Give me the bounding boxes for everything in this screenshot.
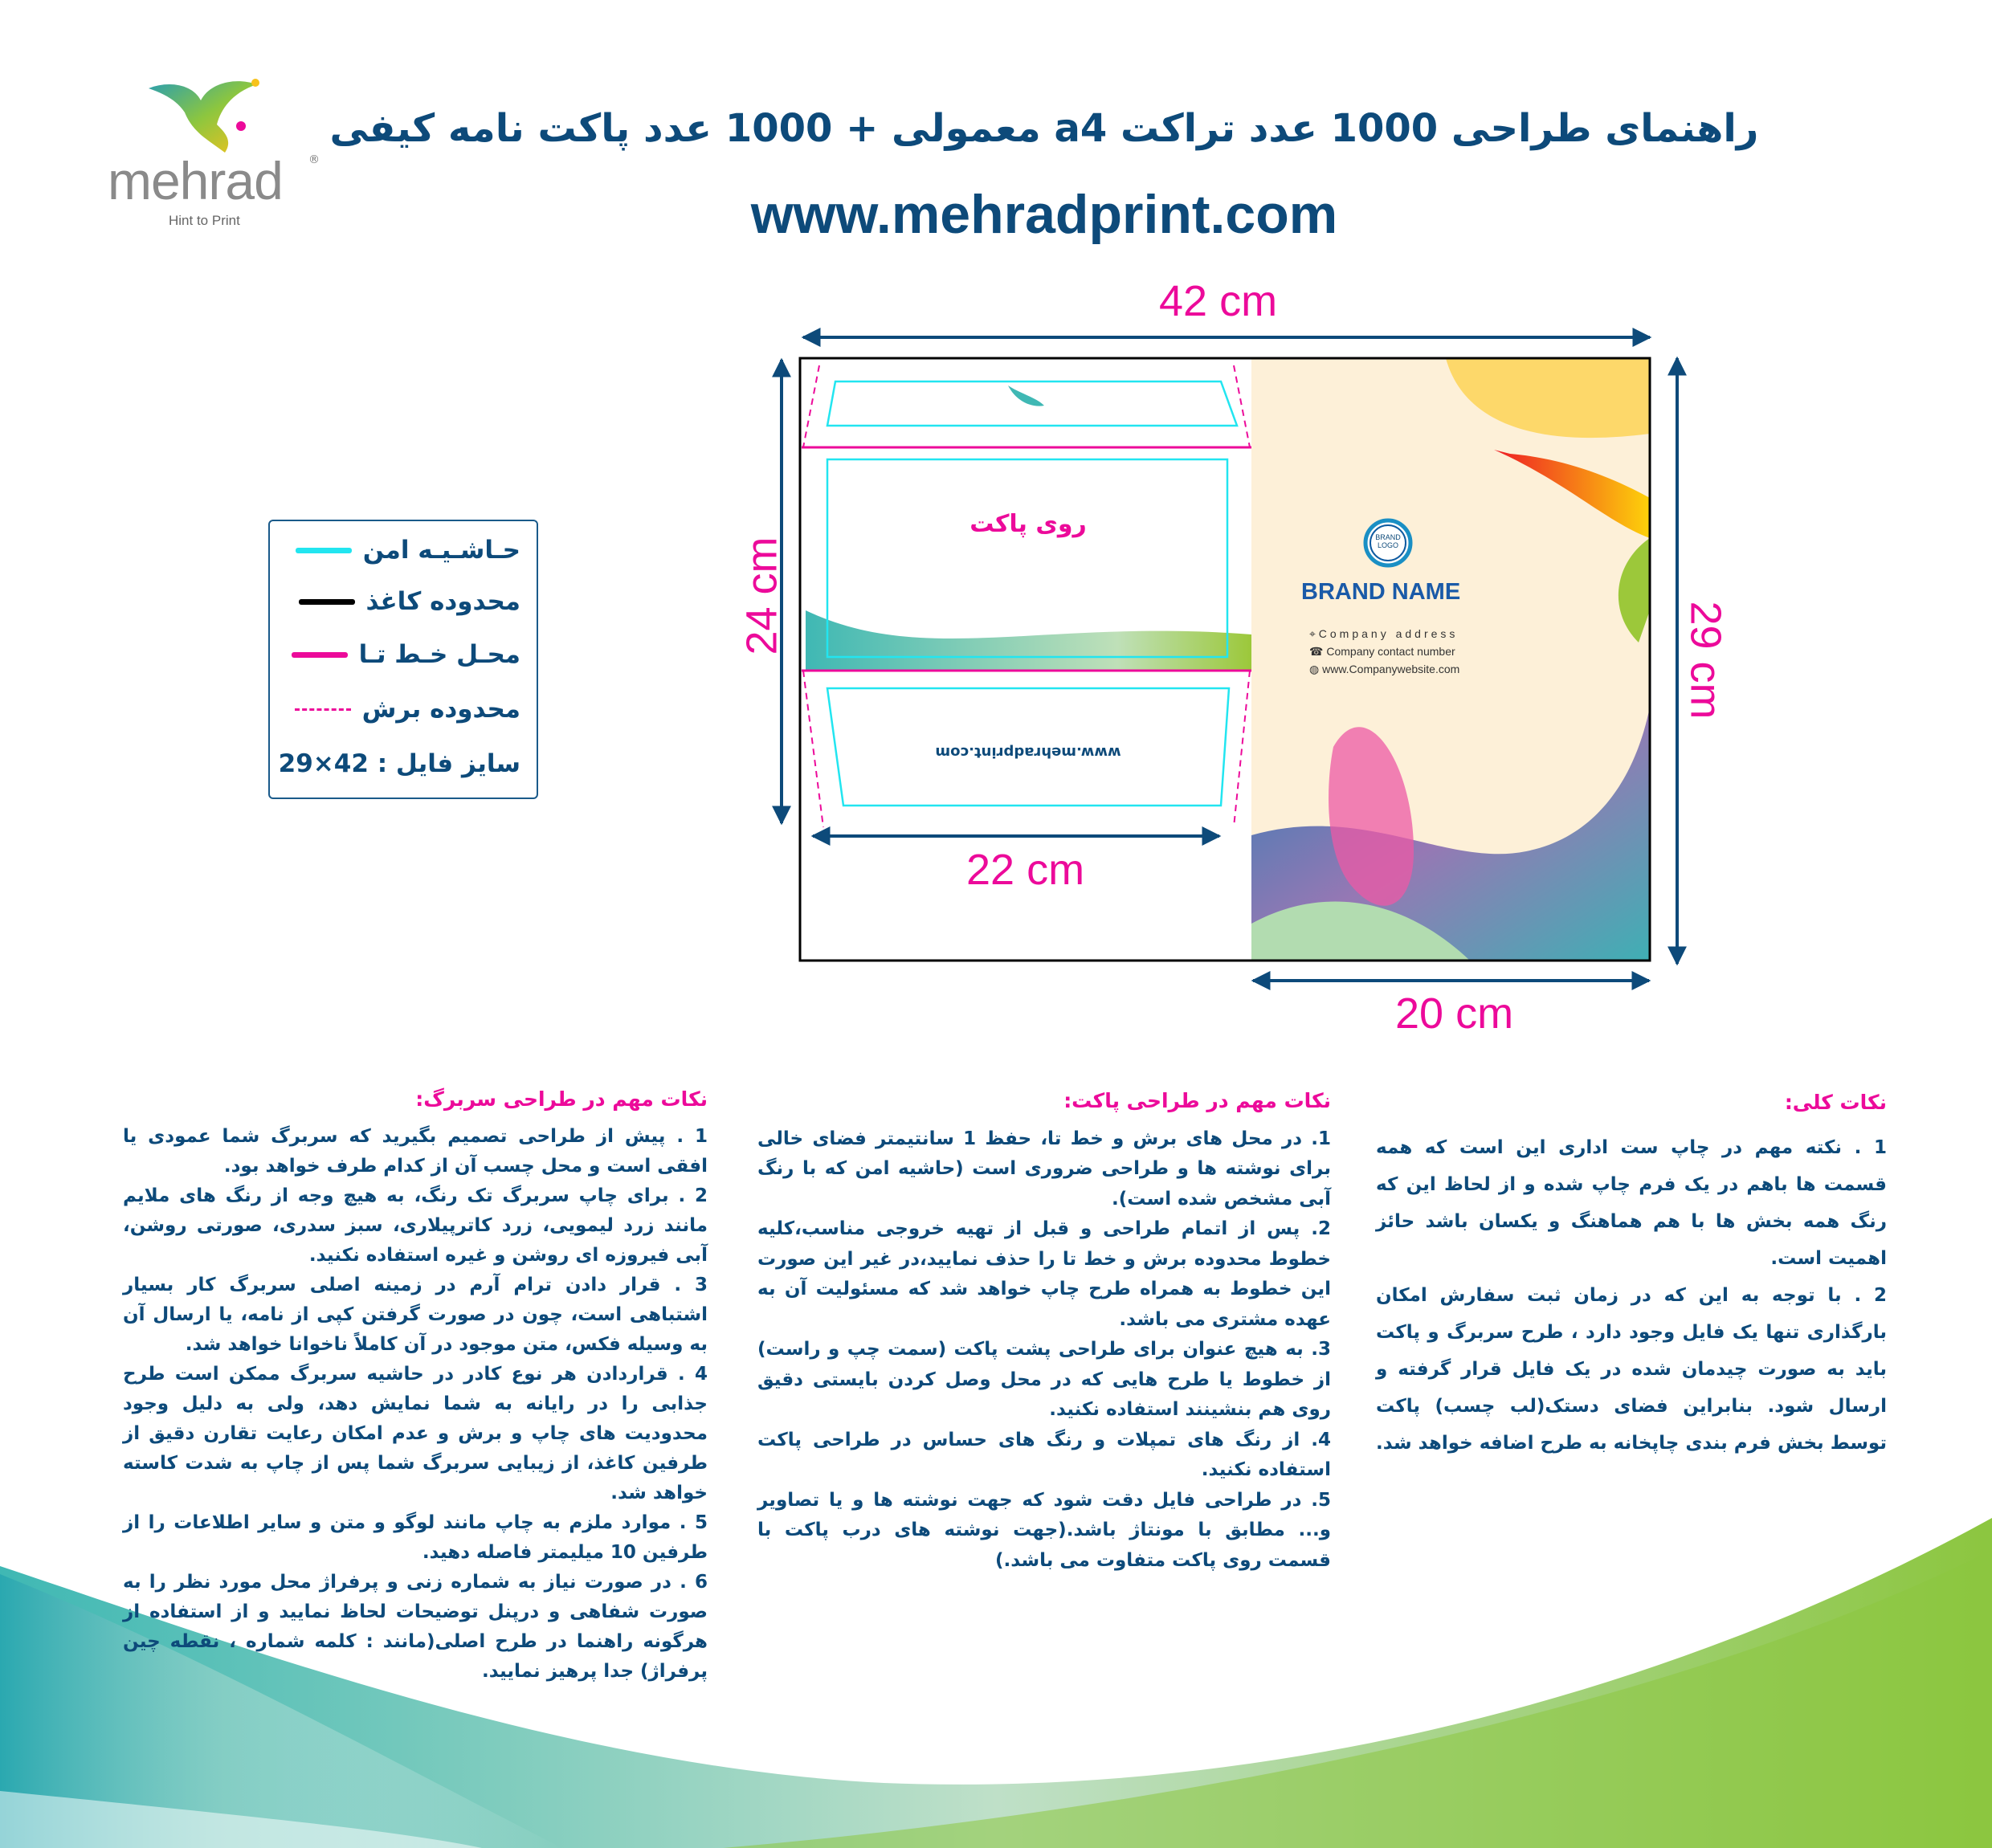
note-item: 6 . در صورت نیاز به شماره زنی و پرفراژ م… bbox=[123, 1572, 708, 1682]
page-title: راهنمای طراحی 1000 عدد تراکت a4 معمولی +… bbox=[329, 106, 1759, 151]
legend-file-size: سایز فایل : 42×29 bbox=[279, 741, 520, 786]
location-pin-icon: ⌖ bbox=[1309, 627, 1316, 640]
mehrad-bird-logo-icon bbox=[149, 79, 259, 153]
bottom-flap-safe-area bbox=[826, 687, 1231, 807]
legend-label: محدوده کاغذ bbox=[365, 587, 520, 616]
phone-text: Company contact number bbox=[1326, 645, 1455, 658]
dimension-20cm: 20 cm bbox=[1395, 989, 1514, 1038]
note-item: 2 . برای چاپ سربرگ تک رنگ، به هیچ وجه از… bbox=[123, 1185, 708, 1266]
note-item: 3 . قرار دادن ترام آرم در زمینه اصلی سرب… bbox=[123, 1275, 708, 1355]
logo-wordmark: mehrad bbox=[108, 151, 284, 210]
brand-logo-line1: BRAND bbox=[1375, 533, 1401, 541]
note-item: 3. به هیچ عنوان برای طراحی پشت پاکت (سمت… bbox=[757, 1339, 1331, 1420]
note-item: 1 . نکته مهم در چاپ ست اداری این است که … bbox=[1376, 1137, 1887, 1269]
legend-paper-boundary: محدوده کاغذ bbox=[286, 579, 520, 624]
legend-fold-line: محـل خـط تـا bbox=[286, 632, 520, 677]
letterhead-notes-heading: نکات مهم در طراحی سربرگ: bbox=[415, 1087, 708, 1111]
cut-line-right-bottom bbox=[1233, 670, 1251, 828]
brand-logo: BRAND LOGO bbox=[1370, 533, 1406, 549]
company-phone: ☎ Company contact number bbox=[1309, 643, 1459, 660]
note-item: 2 . با توجه به این که در زمان ثبت سفارش … bbox=[1376, 1285, 1887, 1454]
dimension-24cm: 24 cm bbox=[737, 536, 786, 655]
logo-tagline: Hint to Print bbox=[169, 213, 240, 228]
letterhead-notes: نکات مهم در طراحی سربرگ: 1 . پیش از طراح… bbox=[123, 1084, 708, 1687]
phone-icon: ☎ bbox=[1309, 645, 1324, 658]
note-item: 2. پس از اتمام طراحی و قبل از تهیه خروجی… bbox=[757, 1218, 1331, 1330]
general-notes: نکات کلی: 1 . نکته مهم در چاپ ست اداری ا… bbox=[1376, 1084, 1887, 1462]
dimension-29cm: 29 cm bbox=[1681, 601, 1730, 720]
flap-website-url: www.mehradprint.com bbox=[935, 744, 1121, 761]
website-url: www.mehradprint.com bbox=[750, 184, 1338, 245]
dimension-42cm: 42 cm bbox=[1159, 277, 1278, 325]
general-notes-heading: نکات کلی: bbox=[1784, 1091, 1887, 1114]
dimension-22cm: 22 cm bbox=[966, 846, 1085, 894]
website-text: www.Companywebsite.com bbox=[1322, 663, 1460, 675]
note-item: 4. از رنگ های تمپلات و رنگ های حساس در ط… bbox=[757, 1429, 1331, 1481]
note-item: 5. در طراحی فایل دقت شود که جهت نوشته ها… bbox=[757, 1489, 1331, 1571]
legend-cut-line: محدوده برش bbox=[286, 687, 520, 732]
note-item: 1. در محل های برش و خط تا، حفظ 1 سانتیمت… bbox=[757, 1128, 1331, 1210]
front-safe-area bbox=[826, 458, 1229, 659]
company-address: ⌖ Company address bbox=[1309, 625, 1459, 643]
globe-icon: ◍ bbox=[1309, 663, 1320, 675]
address-text: Company address bbox=[1318, 627, 1459, 640]
cut-line-left bbox=[802, 365, 820, 448]
legend-swatch bbox=[294, 708, 351, 711]
note-item: 5 . موارد ملزم به چاپ مانند لوگو و متن و… bbox=[123, 1512, 708, 1563]
legend-swatch bbox=[291, 651, 348, 658]
company-website: ◍ www.Companywebsite.com bbox=[1309, 660, 1459, 678]
note-item: 4 . قراردادن هر نوع کادر در حاشیه سربرگ … bbox=[123, 1364, 708, 1503]
paper-boundary bbox=[798, 357, 1651, 962]
note-item: 1 . پیش از طراحی تصمیم بگیرید که سربرگ ش… bbox=[123, 1126, 708, 1177]
legend-swatch bbox=[298, 598, 355, 605]
logo-registered-mark: ® bbox=[308, 153, 320, 166]
legend-swatch bbox=[295, 547, 352, 553]
cut-line-right bbox=[1233, 365, 1251, 448]
file-size-label: سایز فایل : 42×29 bbox=[278, 749, 520, 778]
envelope-notes-heading: نکات مهم در طراحی پاکت: bbox=[1063, 1089, 1331, 1112]
envelope-notes: نکات مهم در طراحی پاکت: 1. در محل های بر… bbox=[757, 1086, 1331, 1576]
legend-label: محـل خـط تـا bbox=[358, 640, 520, 669]
top-flap-safe-area bbox=[826, 380, 1239, 427]
cut-line-left-bottom bbox=[802, 670, 824, 828]
envelope-front-label: روی پاکت bbox=[969, 510, 1087, 538]
legend-box: حـاشـیـه امن محدوده کاغذ محـل خـط تـا مح… bbox=[268, 520, 538, 799]
layout-diagram bbox=[772, 328, 1687, 990]
brand-logo-line2: LOGO bbox=[1377, 541, 1398, 549]
brand-name: BRAND NAME bbox=[1301, 579, 1461, 605]
legend-safe-margin: حـاشـیـه امن bbox=[286, 528, 520, 573]
legend-label: محدوده برش bbox=[361, 695, 520, 724]
legend-label: حـاشـیـه امن bbox=[362, 536, 520, 565]
